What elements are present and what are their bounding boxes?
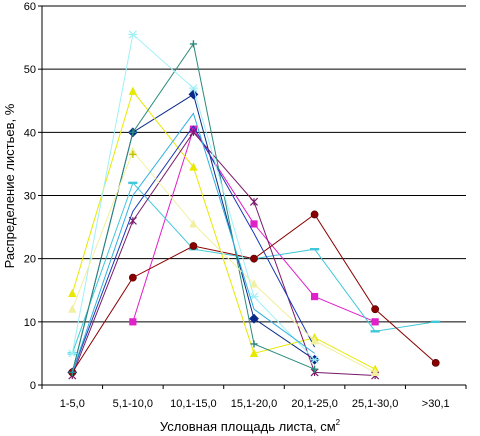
plot-area: 0 10 20 30 40 50 60 1-5,0 5,1-10,0 10,1-15,0 15,1…	[24, 1, 467, 410]
series-8-point-3	[249, 292, 259, 301]
series-5-point-3	[250, 254, 258, 263]
series-layer	[67, 30, 441, 380]
series-7	[71, 125, 316, 373]
series-2-point-1	[128, 86, 138, 95]
series-9-point-5	[370, 367, 380, 376]
y-tick-label-0: 0	[30, 380, 36, 392]
series-8-point-0	[67, 349, 77, 358]
x-tick-label-1: 5,1-10,0	[113, 398, 153, 410]
series-8-point-4	[309, 355, 320, 364]
series-8-point-2	[188, 84, 199, 93]
series-5	[68, 210, 440, 377]
series-3-point-6	[431, 320, 441, 324]
x-axis-title-text: Условная площадь листа, см	[160, 419, 336, 434]
y-ticks: 0 10 20 30 40 50 60	[24, 1, 42, 392]
series-5-line	[71, 213, 437, 373]
series-5-point-1	[128, 273, 137, 282]
series-5-point-2	[189, 242, 198, 250]
series-9	[68, 146, 380, 376]
series-7-line	[71, 125, 316, 373]
x-ticks: 1-5,0 5,1-10,0 10,1-15,0 15,1-20,0 20,1-25,0…	[41, 385, 467, 410]
series-8-line	[71, 33, 315, 361]
series-2-line	[71, 90, 376, 370]
series-9-line	[71, 150, 376, 373]
y-tick-label-30: 30	[24, 191, 36, 203]
series-5-point-4	[310, 210, 319, 219]
series-9-point-0	[68, 304, 77, 313]
gridlines	[42, 5, 466, 323]
series-5-point-6	[431, 358, 440, 367]
series-5-point-5	[371, 305, 380, 314]
series-8-point-1	[128, 30, 138, 39]
series-11-line	[71, 112, 315, 373]
series-6	[68, 40, 319, 376]
series-6-point-4	[310, 365, 319, 373]
x-tick-label-4: 20,1-25,0	[291, 398, 337, 410]
series-3-point-4	[309, 247, 320, 251]
series-2-point-0	[68, 288, 77, 298]
series-9-point-4	[310, 336, 319, 345]
y-tick-label-50: 50	[24, 64, 36, 76]
series-1-point-4	[310, 292, 319, 301]
series-6-point-2	[189, 40, 198, 48]
x-axis-title: Условная площадь листа, см2	[160, 418, 341, 434]
series-1-point-1	[129, 318, 137, 326]
y-axis-title: Распределение листьев, %	[2, 103, 17, 268]
y-tick-label-40: 40	[24, 127, 36, 139]
series-11	[71, 112, 315, 373]
series-3-point-5	[370, 330, 380, 333]
series-4-point-3	[249, 197, 259, 206]
x-tick-label-2: 10,1-15,0	[170, 398, 216, 410]
series-9-point-3	[249, 279, 259, 288]
series-8	[67, 30, 320, 364]
series-9-point-1	[128, 146, 138, 155]
series-2-point-3	[249, 348, 259, 358]
y-tick-label-60: 60	[24, 1, 36, 13]
y-tick-label-20: 20	[24, 254, 36, 266]
series-4-line	[71, 131, 376, 376]
x-tick-label-3: 15,1-20,0	[231, 398, 277, 410]
series-1-point-5	[371, 318, 379, 326]
x-tick-label-0: 1-5,0	[60, 398, 85, 410]
series-3-point-1	[128, 181, 138, 185]
series-9-point-2	[189, 219, 198, 228]
series-2-point-2	[189, 162, 198, 171]
x-axis-title-sup: 2	[336, 418, 341, 427]
series-10	[129, 150, 137, 159]
x-tick-label-6: >30,1	[422, 398, 450, 410]
series-3	[67, 181, 441, 355]
series-3-line	[71, 181, 436, 354]
series-6-point-1	[129, 128, 137, 136]
series-0-line	[71, 93, 315, 373]
y-tick-label-10: 10	[24, 317, 36, 329]
series-10-point-1	[129, 150, 137, 159]
x-tick-label-5: 25,1-30,0	[352, 398, 398, 410]
series-0-point-3	[249, 313, 259, 324]
series-6-point-3	[250, 340, 258, 348]
series-1-point-3	[250, 220, 258, 228]
